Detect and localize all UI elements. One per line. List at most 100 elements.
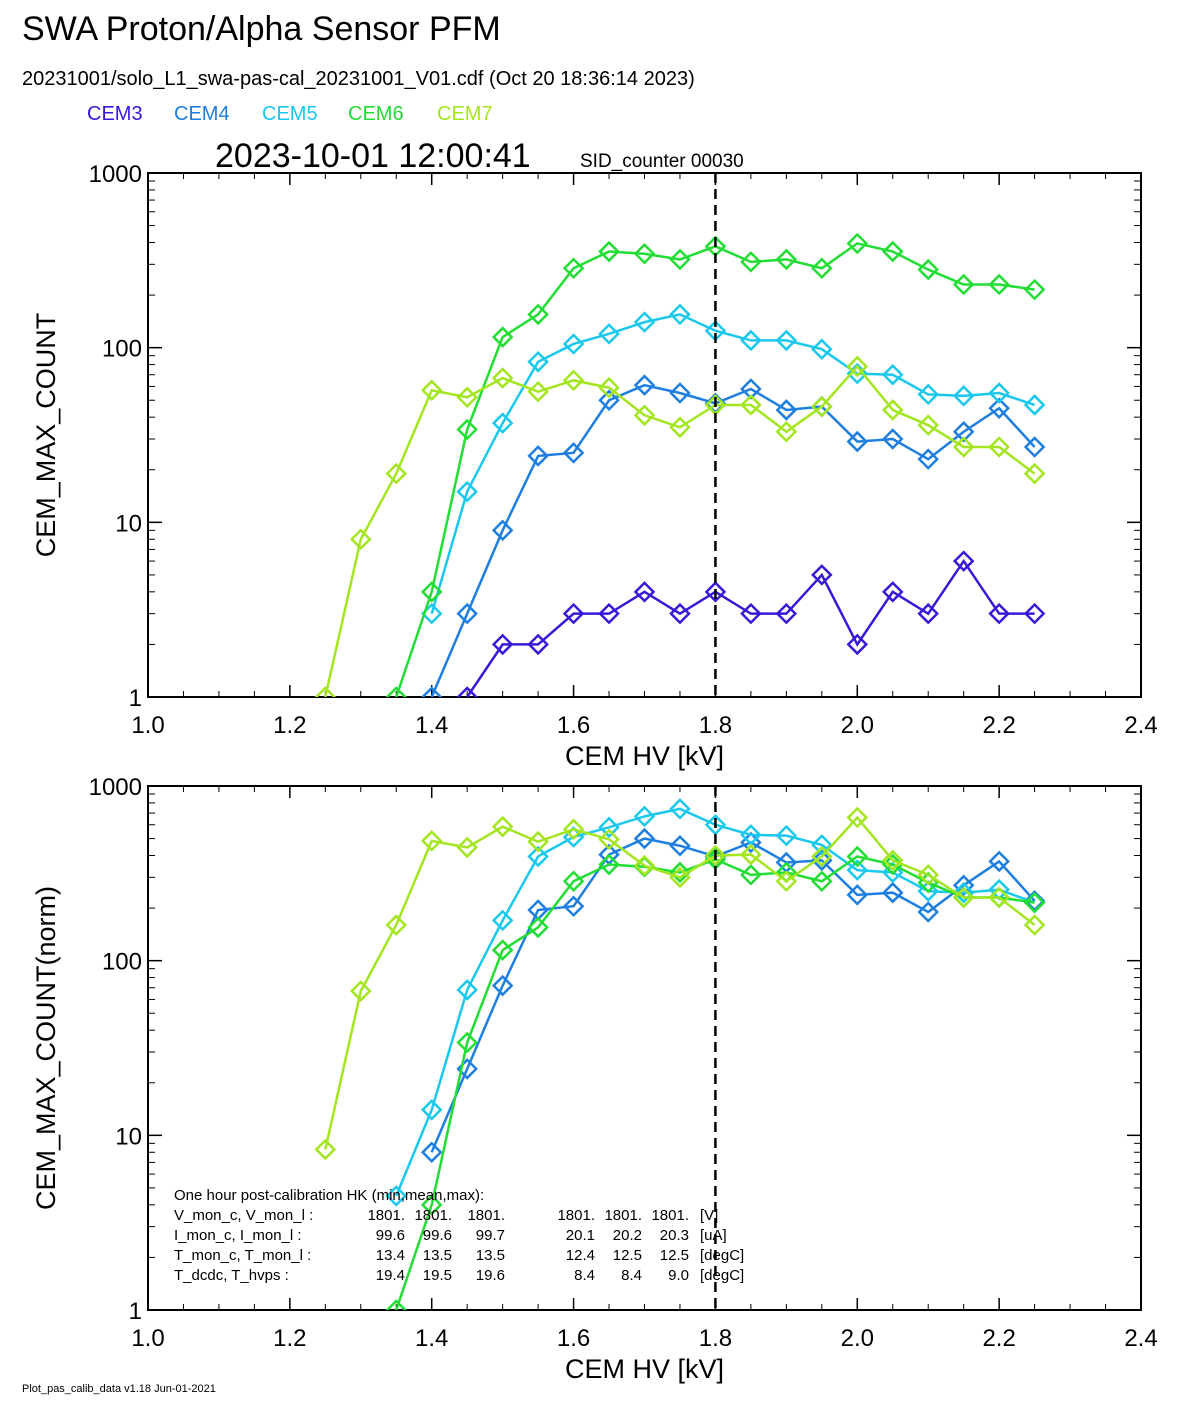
x-tick-label: 2.2	[982, 1325, 1015, 1352]
plot-frame	[147, 172, 1142, 698]
hk-value: 1801.	[604, 1207, 642, 1224]
hk-value: 1801.	[414, 1207, 452, 1224]
series-cem7-point	[562, 818, 585, 841]
x-tick-label: 1.0	[131, 1325, 164, 1352]
series-cem6-point	[988, 273, 1010, 296]
series-cem7-point	[775, 420, 798, 443]
hk-unit: [degC]	[700, 1267, 744, 1284]
hk-value: 19.5	[423, 1267, 452, 1284]
series-cem3-point	[881, 581, 904, 603]
series-cem7-point	[952, 436, 975, 458]
hk-value: 9.0	[668, 1267, 689, 1284]
series-cem7-point	[350, 528, 372, 551]
series-cem7-point	[704, 844, 727, 867]
series-cem6-point	[669, 861, 691, 884]
series-cem4-point	[420, 1141, 443, 1164]
hk-value: 19.6	[476, 1267, 505, 1284]
series-cem4-point	[420, 686, 443, 697]
series-cem6-point	[420, 1194, 443, 1216]
series-cem5-point	[775, 824, 798, 847]
series-cem7-point	[385, 914, 408, 936]
series-cem4-point	[456, 602, 478, 625]
series-cem4-point	[846, 430, 869, 453]
series-cem5-point	[456, 979, 478, 1001]
hk-value: 20.3	[660, 1227, 689, 1244]
series-cem6-point	[598, 853, 620, 876]
series-cem7-point	[669, 866, 691, 889]
series-cem7-point	[917, 864, 939, 886]
series-cem6-point	[385, 686, 408, 697]
series-cem4-point	[917, 448, 939, 470]
series-cem4-point	[775, 399, 798, 421]
plot-area	[314, 232, 1046, 697]
series-cem6-point	[952, 273, 975, 296]
series-cem3-point	[846, 633, 869, 656]
series-cem5-point	[491, 412, 514, 434]
timestamp: 2023-10-01 12:00:41	[215, 137, 531, 175]
hk-unit: [uA]	[700, 1227, 727, 1244]
series-cem7-point	[314, 1138, 337, 1161]
series-cem5-point	[527, 351, 549, 373]
x-tick-label: 1.8	[699, 712, 732, 739]
series-cem3-point	[952, 550, 975, 572]
y-tick-label: 1	[129, 685, 142, 712]
series-cem5-point	[669, 798, 691, 820]
series-cem7-point	[491, 815, 514, 838]
legend-cem7: CEM7	[437, 103, 493, 125]
series-cem3-point	[633, 581, 656, 603]
x-tick-label: 1.2	[273, 712, 306, 739]
hk-row-label: T_dcdc, T_hvps :	[174, 1267, 289, 1284]
series-cem4-line	[430, 383, 1036, 697]
series-cem6-point	[740, 251, 762, 273]
series-cem7-point	[988, 886, 1010, 909]
series-cem5-point	[846, 859, 869, 881]
x-tick-label: 1.2	[273, 1325, 306, 1352]
series-cem4-point	[491, 519, 514, 542]
series-cem4-point	[491, 974, 514, 997]
series-cem5-point	[881, 861, 904, 884]
series-cem6-point	[456, 1031, 478, 1054]
series-cem4-point	[562, 895, 585, 917]
hk-value: 99.6	[376, 1227, 405, 1244]
series-cem5-point	[811, 834, 833, 856]
y-axis-label: CEM_MAX_COUNT	[31, 313, 61, 558]
series-cem6-point	[633, 242, 656, 265]
series-cem5-point	[988, 382, 1010, 404]
series-cem4-point	[740, 378, 762, 400]
hk-value: 13.5	[476, 1247, 505, 1264]
series-cem7-point	[881, 849, 904, 872]
series-cem7-point	[988, 436, 1010, 458]
series-cem4-point	[952, 420, 975, 443]
chart-bottom-max-count-norm: 1.0 1.2 1.4 1.6 1.8 2.0 2.2 2.4 1 10 100 1000 CEM HV…	[31, 774, 1158, 1384]
x-tick-label: 1.6	[557, 712, 590, 739]
series-cem7-point	[633, 854, 656, 877]
series-cem4-point	[881, 428, 904, 450]
series-cem5-point	[704, 813, 727, 836]
chart-top-max-count: 1.0 1.2 1.4 1.6 1.8 2.0 2.2 2.4 1 10 100 1000 CEM HV…	[31, 161, 1158, 771]
series-cem5-point	[1023, 394, 1046, 416]
x-tick-label: 2.4	[1124, 1325, 1157, 1352]
series-cem7-point	[456, 836, 478, 859]
series-cem3-point	[740, 602, 762, 625]
series-cem5-point	[633, 311, 656, 333]
legend-cem6: CEM6	[348, 103, 404, 125]
series-cem6-point	[846, 232, 869, 255]
series-cem4-point	[633, 374, 656, 396]
series-cem5-point	[456, 480, 478, 503]
legend-cem3: CEM3	[87, 103, 143, 125]
series-cem3-line	[466, 558, 1035, 697]
legend-cem5: CEM5	[262, 103, 318, 125]
series-cem7-point	[420, 830, 443, 852]
series-cem6-point	[881, 240, 904, 263]
hk-title: One hour post-calibration HK (min,mean,m…	[174, 1187, 484, 1204]
series-cem5-point	[917, 880, 939, 902]
series-cem5-point	[952, 385, 975, 407]
series-cem3-point	[491, 633, 514, 656]
y-tick-label: 1	[129, 1298, 142, 1325]
series-cem7-point	[598, 376, 620, 399]
hk-value: 1801.	[467, 1207, 505, 1224]
series-cem3-point	[562, 602, 585, 625]
series-cem7-point	[456, 386, 478, 409]
series-cem5-line	[430, 313, 1036, 615]
x-tick-label: 2.0	[841, 712, 874, 739]
